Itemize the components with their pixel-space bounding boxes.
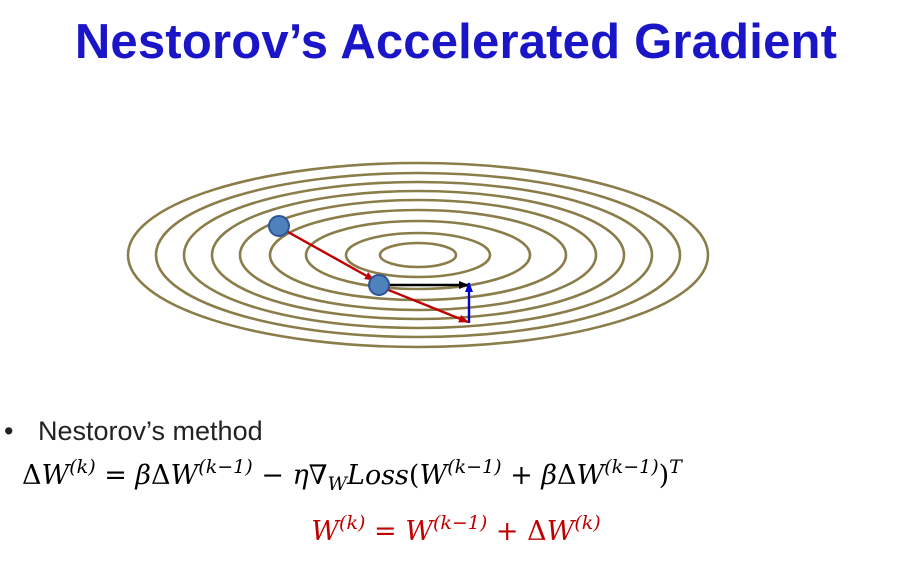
contour-ring-5 bbox=[238, 198, 598, 312]
weight-update-equation: W(k) = W(k−1) + ΔW(k) bbox=[311, 512, 601, 548]
momentum-arrow-1 bbox=[278, 225, 375, 282]
contour-ring-3 bbox=[182, 180, 654, 330]
bullet-dot: • bbox=[4, 416, 14, 446]
contour-ring-8 bbox=[344, 231, 492, 279]
update-arrow bbox=[380, 285, 469, 324]
contour-ring-6 bbox=[268, 208, 568, 302]
slide-title: Nestorov’s Accelerated Gradient bbox=[74, 15, 838, 69]
contour-ring-4 bbox=[210, 189, 626, 321]
bullet-item: • Nestorov’s method bbox=[4, 416, 263, 447]
current-point bbox=[368, 274, 390, 296]
contour-ring-2 bbox=[154, 171, 682, 339]
start-point bbox=[268, 215, 290, 237]
contour-ring-1 bbox=[126, 161, 710, 349]
update-equation: ΔW(k) = βΔW(k−1) − η∇WLoss(W(k−1) + βΔW(… bbox=[22, 456, 682, 495]
contour-ring-9 bbox=[378, 241, 458, 269]
contour-ring-7 bbox=[304, 219, 532, 291]
contour-diagram bbox=[126, 161, 710, 349]
bullet-text: Nestorov’s method bbox=[38, 416, 263, 446]
